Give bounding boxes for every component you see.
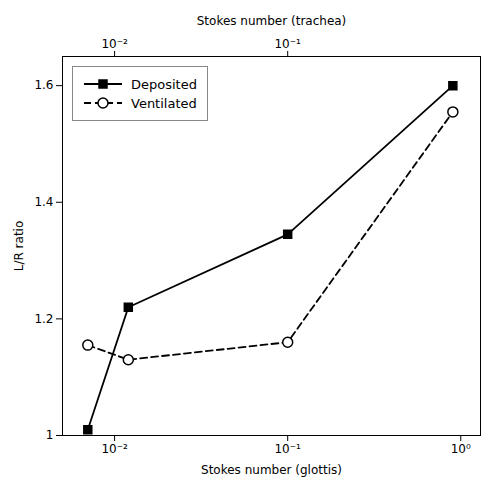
svg-text:10⁻¹: 10⁻¹ — [274, 442, 301, 456]
svg-text:Stokes number (trachea): Stokes number (trachea) — [197, 14, 347, 28]
svg-text:1.2: 1.2 — [34, 312, 53, 326]
html-text:Deposited: Deposited — [131, 76, 197, 92]
svg-text:10⁰: 10⁰ — [451, 442, 471, 456]
svg-text:1: 1 — [46, 428, 54, 442]
svg-text:Stokes number (glottis): Stokes number (glottis) — [201, 463, 342, 477]
svg-text:1.4: 1.4 — [34, 195, 53, 209]
svg-text:10⁻²: 10⁻² — [101, 37, 128, 51]
svg-text:L/R ratio: L/R ratio — [12, 221, 26, 272]
svg-text:10⁻¹: 10⁻¹ — [274, 37, 301, 51]
html-text:Ventilated: Ventilated — [131, 95, 197, 111]
svg-text:10⁻²: 10⁻² — [101, 442, 128, 456]
svg-text:1.6: 1.6 — [34, 78, 53, 92]
